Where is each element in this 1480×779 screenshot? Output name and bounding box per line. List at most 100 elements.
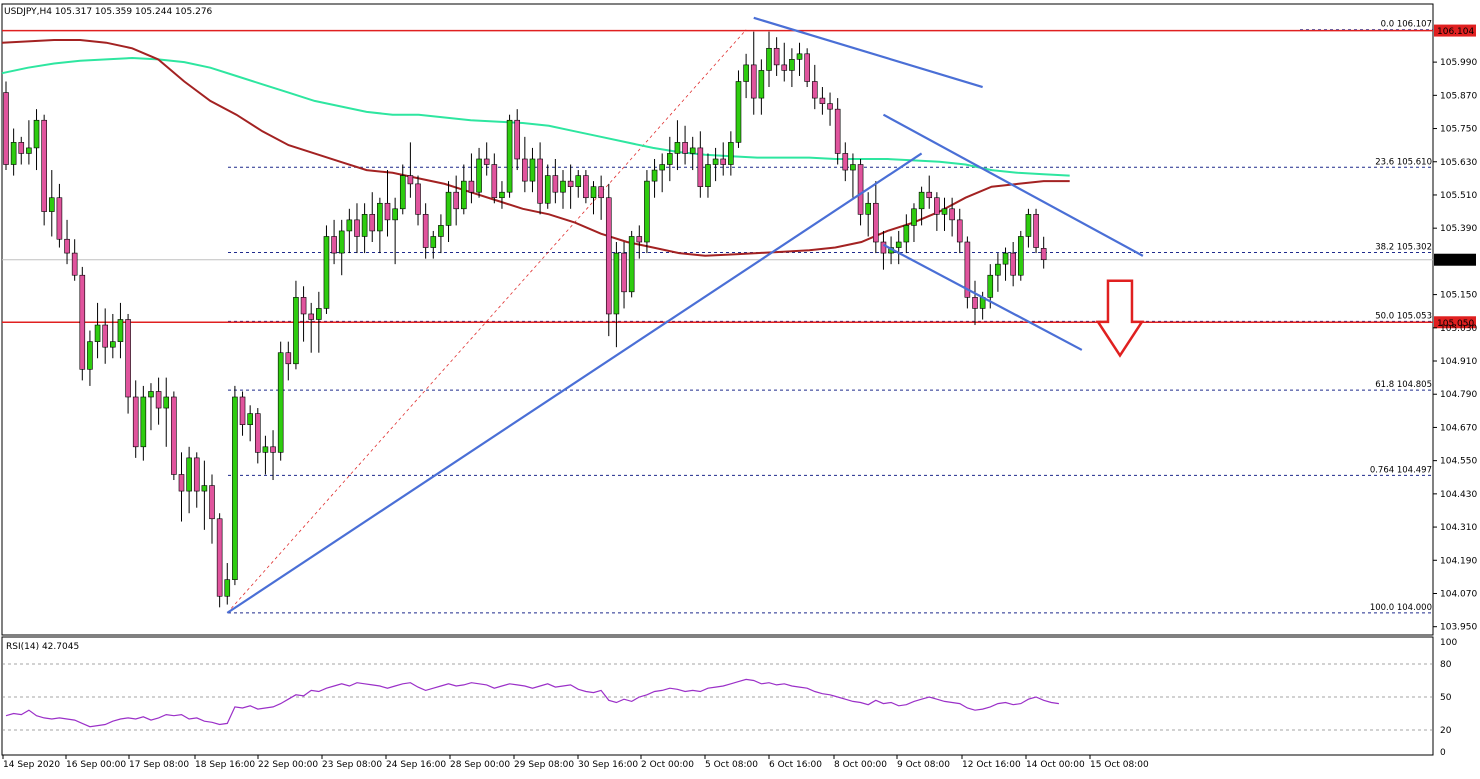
candle-bullish	[575, 175, 582, 187]
candle-bullish	[918, 191, 925, 210]
price-level-tag-label: 106.104	[1437, 27, 1474, 37]
fast-moving-average-line	[1, 39, 1070, 257]
x-tick-label: 29 Sep 08:00	[514, 760, 574, 770]
candle-bullish	[224, 579, 231, 597]
x-tick-label: 9 Oct 08:00	[897, 760, 950, 770]
x-tick-label: 14 Sep 2020	[3, 760, 60, 770]
candle-bearish	[1040, 248, 1047, 261]
candle-bullish	[667, 153, 673, 165]
x-tick-label: 5 Oct 08:00	[705, 760, 758, 770]
candle-bearish	[819, 97, 826, 104]
x-tick-label: 16 Sep 00:00	[66, 760, 126, 770]
candle-bullish	[148, 391, 154, 398]
x-tick-label: 30 Sep 16:00	[578, 760, 638, 770]
y-tick-label: 105.990	[1440, 58, 1477, 68]
x-tick-label: 18 Sep 16:00	[195, 760, 255, 770]
fib-swing-line	[226, 29, 747, 614]
candle-bullish	[895, 241, 902, 248]
x-tick-label: 24 Sep 16:00	[386, 760, 446, 770]
candle-bullish	[377, 202, 383, 232]
candle-bullish	[1002, 252, 1009, 265]
candle-bearish	[483, 158, 490, 165]
candle-bearish	[132, 396, 139, 448]
candle-bullish	[651, 169, 658, 182]
candle-bullish	[865, 202, 871, 215]
price-level-tag-label: 105.050	[1437, 319, 1474, 329]
rsi-line	[5, 678, 1059, 728]
candle-bullish	[10, 142, 17, 165]
candle-bearish	[1033, 214, 1039, 248]
candle-bullish	[430, 236, 437, 248]
candle-bullish	[476, 158, 482, 193]
candle-bearish	[697, 147, 704, 187]
candle-bullish	[850, 164, 856, 171]
x-tick-label: 17 Sep 08:00	[129, 760, 189, 770]
candle-bearish	[956, 219, 963, 243]
y-tick-label: 105.510	[1440, 191, 1477, 201]
down-arrow-icon	[1095, 279, 1145, 358]
candle-bearish	[1010, 252, 1016, 276]
y-tick-label: 105.150	[1440, 291, 1477, 301]
candle-bullish	[911, 208, 917, 226]
candle-bullish	[445, 191, 452, 226]
rsi-layer: 100 80 50 20 0	[2, 638, 1457, 758]
candle-bullish	[712, 158, 719, 165]
y-tick-label: 105.030	[1440, 324, 1477, 334]
candle-bearish	[926, 191, 933, 199]
candle-bearish	[491, 164, 498, 199]
y-tick-label: 103.950	[1440, 623, 1477, 633]
candle-bearish	[155, 391, 162, 409]
candle-bullish	[460, 180, 467, 210]
candle-bearish	[934, 197, 940, 215]
candle-bearish	[964, 241, 971, 298]
candle-bearish	[857, 164, 864, 215]
candle-bullish	[94, 324, 101, 342]
candle-bullish	[33, 119, 40, 149]
candle-bearish	[407, 175, 414, 185]
candle-bullish	[499, 191, 505, 199]
candle-bullish	[987, 274, 994, 298]
candle-bearish	[880, 241, 887, 254]
candle-bullish	[796, 53, 803, 60]
candle-bearish	[636, 236, 643, 243]
candle-bullish	[26, 147, 32, 154]
candle-bullish	[544, 175, 551, 204]
candle-bearish	[453, 191, 459, 210]
candle-bullish	[674, 142, 681, 154]
candle-bearish	[781, 64, 788, 71]
trendline-channel-top	[882, 113, 1144, 257]
x-tick-label: 6 Oct 16:00	[769, 760, 822, 770]
candle-bearish	[209, 485, 215, 520]
price-level-tag	[1434, 24, 1476, 37]
candle-bearish	[354, 219, 360, 237]
y-tick-label: 104.910	[1440, 357, 1477, 367]
rsi-y-tick-label: 100	[1440, 638, 1457, 648]
candle-bullish	[743, 64, 749, 82]
symbol-header: USDJPY,H4 105.317 105.359 105.244 105.27…	[4, 7, 213, 17]
candle-bullish	[728, 142, 734, 165]
candle-bearish	[300, 297, 307, 315]
candle-bearish	[468, 180, 475, 193]
candle-bearish	[193, 457, 200, 492]
trendline-support	[226, 152, 923, 614]
candle-bearish	[369, 214, 376, 232]
candle-bullish	[1017, 236, 1024, 276]
candle-bearish	[239, 396, 246, 425]
candle-bearish	[842, 153, 849, 171]
candle-bearish	[171, 396, 177, 475]
y-tick-label: 104.550	[1440, 457, 1477, 467]
candle-bearish	[873, 202, 879, 243]
main-panel-frame	[1, 3, 1434, 636]
y-tick-label: 105.390	[1440, 224, 1477, 234]
candle-bearish	[270, 446, 276, 453]
candle-bearish	[811, 81, 818, 99]
fib-level-label: 100.0 104.000	[1370, 603, 1432, 613]
candle-bearish	[254, 413, 261, 453]
candle-bullish	[338, 230, 345, 254]
fib-level-label: 0.0 106.107	[1381, 20, 1432, 30]
candles-layer	[3, 31, 1047, 608]
candle-bearish	[750, 64, 757, 99]
candle-bearish	[56, 197, 63, 240]
candle-bullish	[48, 197, 55, 212]
